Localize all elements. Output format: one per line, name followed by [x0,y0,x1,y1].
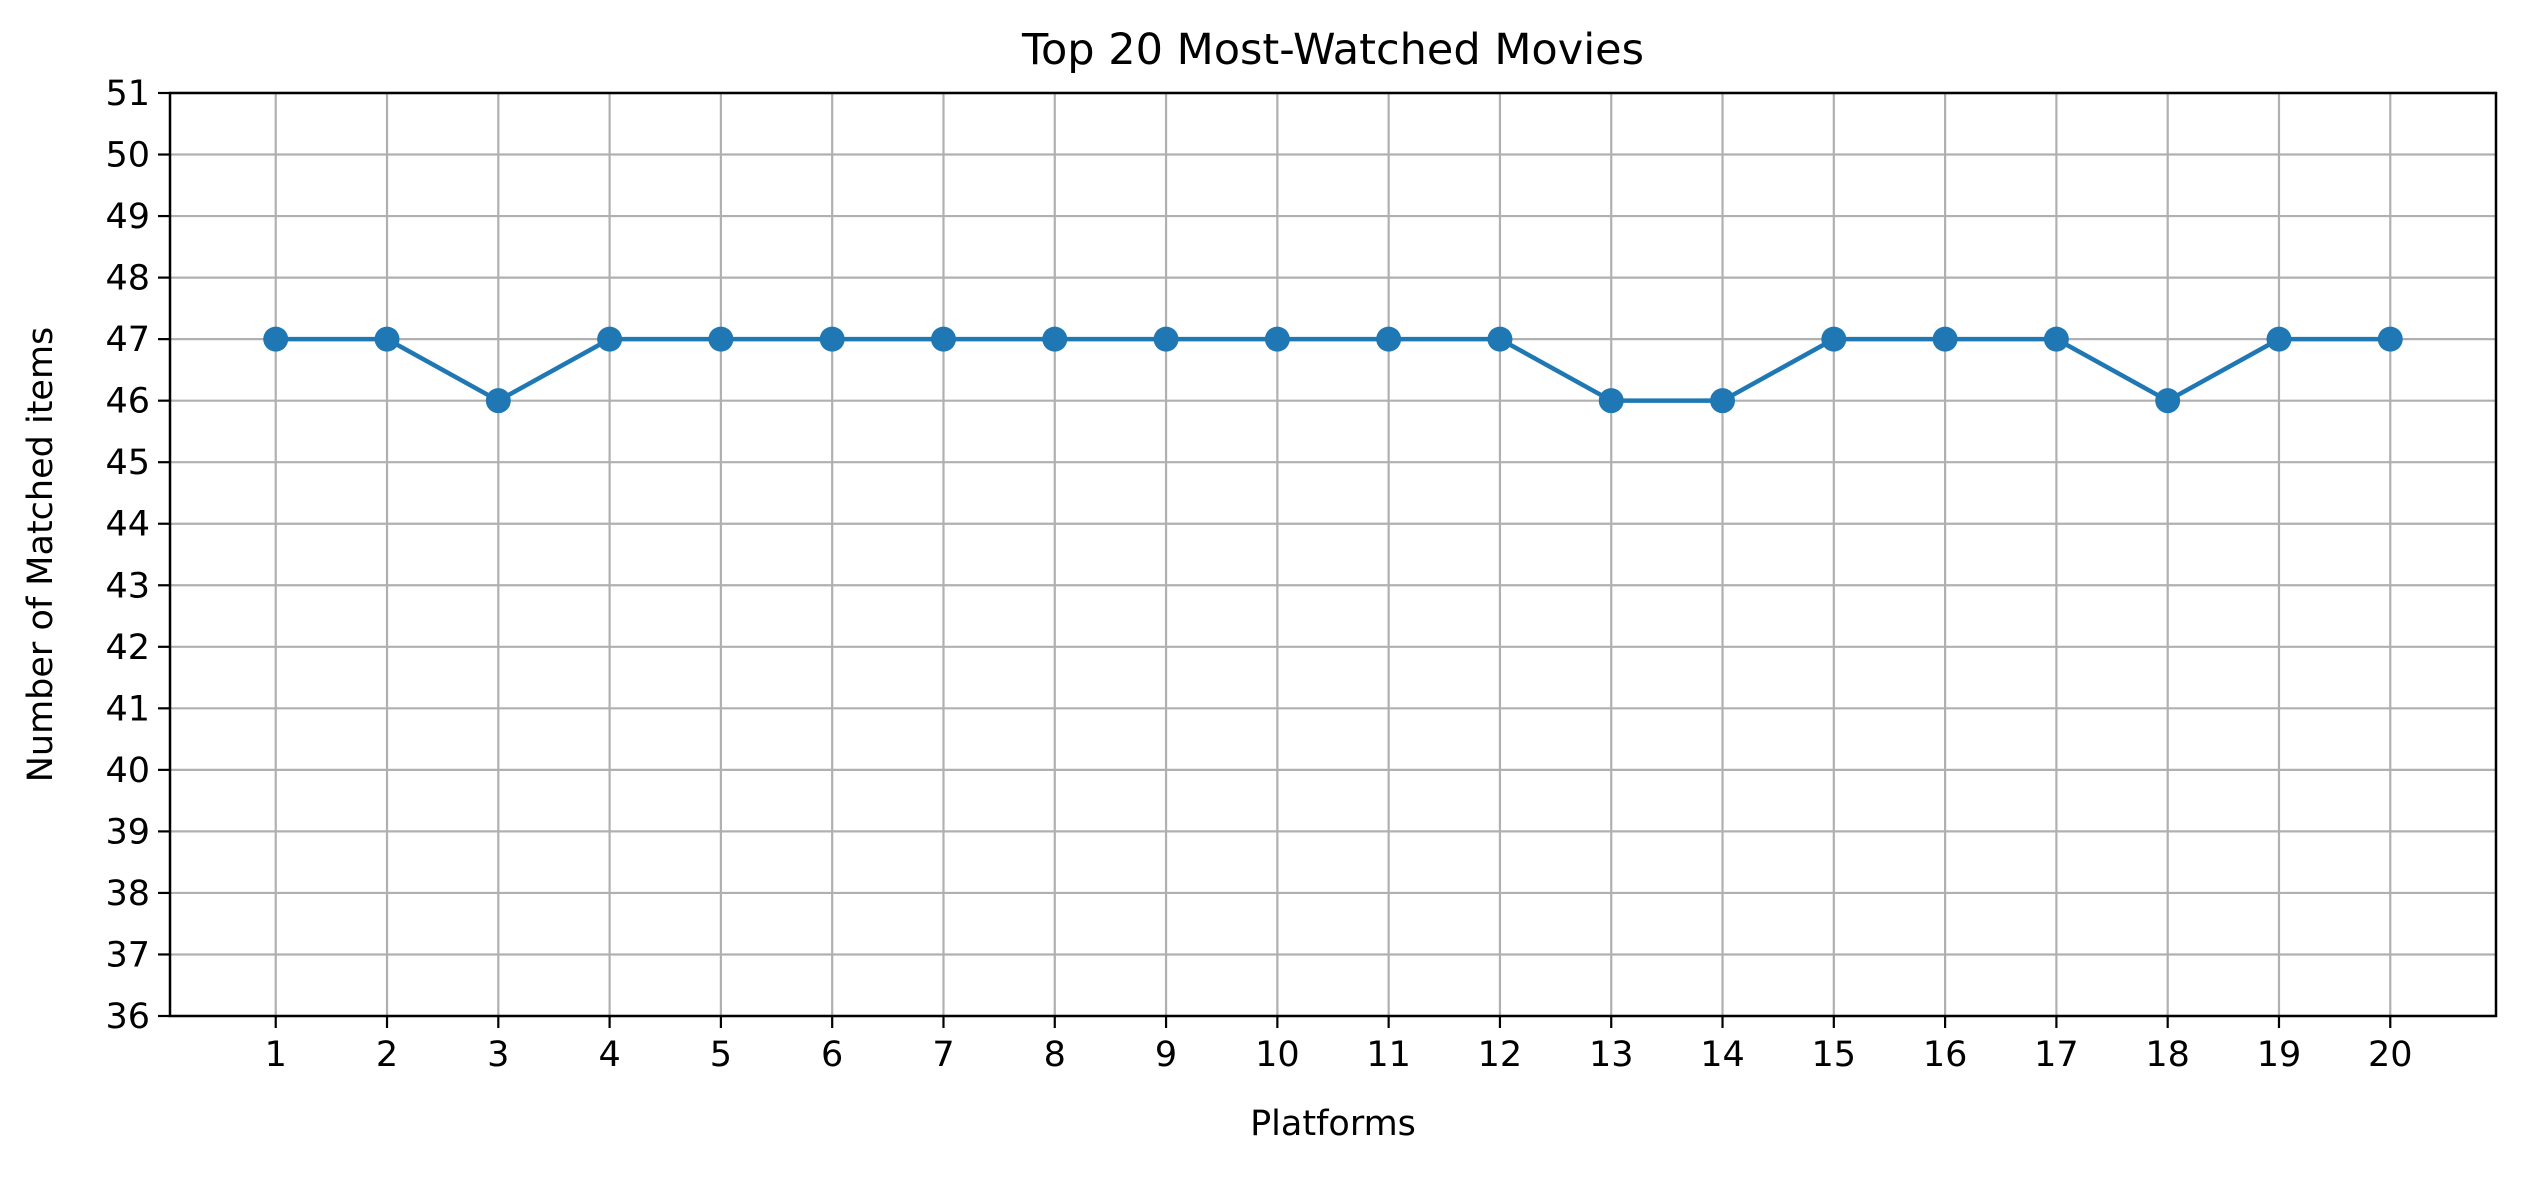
y-tick-label: 47 [105,320,150,360]
x-tick-label: 4 [598,1035,620,1075]
y-tick-label: 41 [105,689,150,729]
y-tick-label: 43 [105,566,150,606]
series-layer [263,326,2403,414]
x-tick-label: 5 [710,1035,732,1075]
x-tick-label: 10 [1255,1035,1300,1075]
y-tick-label: 40 [105,751,150,791]
x-axis-ticks: 1 2 3 4 5 6 7 8 9 10 11 12 13 14 15 16 17 18 19 20 [265,1016,2413,1075]
data-point [1821,326,1847,352]
gridlines [170,91,2496,1018]
x-tick-label: 7 [932,1035,954,1075]
data-point [374,326,400,352]
x-tick-label: 19 [2257,1035,2302,1075]
y-axis-ticks: 36 37 38 39 40 41 42 43 44 45 46 47 48 49 50 51 [105,74,170,1037]
y-tick-label: 51 [105,74,150,114]
data-point [819,326,845,352]
x-tick-label: 17 [2034,1035,2079,1075]
data-point [1487,326,1513,352]
data-point [1710,388,1736,414]
x-tick-label: 14 [1700,1035,1745,1075]
y-tick-label: 46 [105,382,150,422]
data-point [1376,326,1402,352]
data-point [1598,388,1624,414]
data-point [1153,326,1179,352]
y-tick-label: 36 [105,997,150,1037]
x-tick-label: 20 [2368,1035,2413,1075]
data-point [485,388,511,414]
data-point [263,326,289,352]
x-tick-label: 8 [1044,1035,1066,1075]
y-tick-label: 45 [105,443,150,483]
x-tick-label: 18 [2145,1035,2190,1075]
y-axis-label: Number of Matched items [21,327,61,783]
x-axis-label: Platforms [1250,1104,1416,1144]
x-tick-label: 1 [265,1035,287,1075]
data-point [2043,326,2069,352]
x-tick-label: 11 [1366,1035,1411,1075]
data-point [2155,388,2181,414]
y-tick-label: 50 [105,136,150,176]
data-point [2266,326,2292,352]
y-tick-label: 37 [105,935,150,975]
data-point [1264,326,1290,352]
plot-area-frame [168,91,2498,1018]
data-point [2377,326,2403,352]
data-point [597,326,623,352]
data-point [930,326,956,352]
y-tick-label: 38 [105,874,150,914]
x-tick-label: 9 [1155,1035,1177,1075]
y-tick-label: 49 [105,197,150,237]
y-tick-label: 44 [105,505,150,545]
x-tick-label: 16 [1923,1035,1968,1075]
chart-title: Top 20 Most-Watched Movies [1021,25,1644,75]
x-tick-label: 12 [1478,1035,1523,1075]
data-point [708,326,734,352]
y-tick-label: 48 [105,259,150,299]
series-line [275,336,2391,403]
data-point [1932,326,1958,352]
x-tick-label: 3 [487,1035,509,1075]
data-point [1042,326,1068,352]
x-tick-label: 2 [376,1035,398,1075]
y-tick-label: 42 [105,628,150,668]
x-tick-label: 6 [821,1035,843,1075]
y-tick-label: 39 [105,812,150,852]
x-tick-label: 15 [1812,1035,1857,1075]
x-tick-label: 13 [1589,1035,1634,1075]
